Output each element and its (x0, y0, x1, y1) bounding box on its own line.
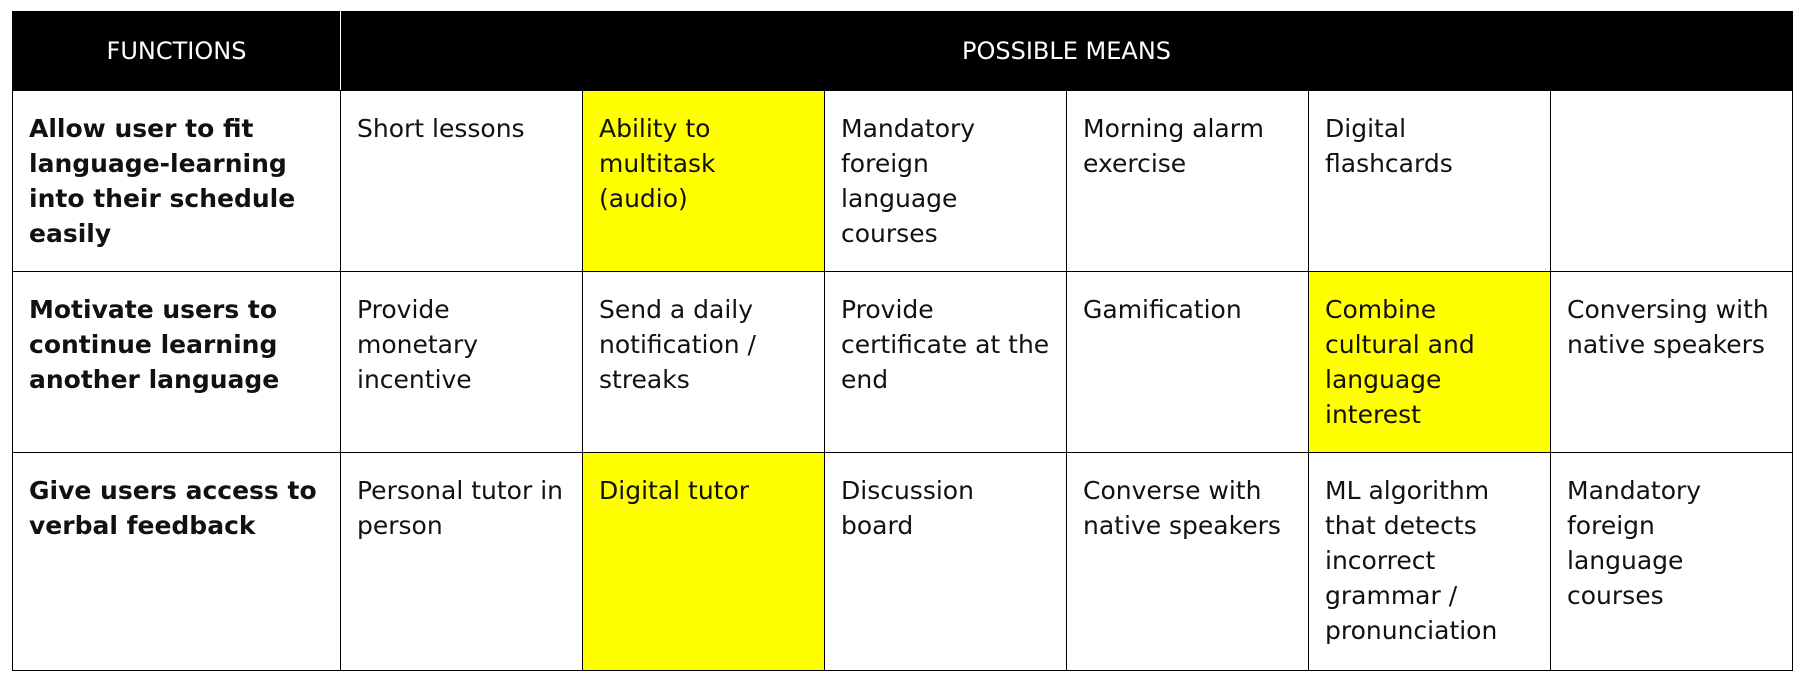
table-row: Give users access to verbal feedback Per… (12, 452, 1794, 671)
means-cell: Mandatory foreign language courses (1549, 452, 1794, 671)
functions-header: FUNCTIONS (12, 11, 341, 91)
means-cell: Combine cultural and language interest (1308, 271, 1551, 453)
means-cell: Provide monetary incentive (340, 271, 583, 453)
table-row: Allow user to fit language-learning into… (12, 90, 1794, 272)
means-cell: Digital flashcards (1308, 90, 1551, 272)
means-cell: Discussion board (824, 452, 1067, 671)
morphological-chart-table: FUNCTIONS POSSIBLE MEANS Allow user to f… (12, 11, 1794, 671)
means-cell: Personal tutor in person (340, 452, 583, 671)
means-cell: Morning alarm exercise (1066, 90, 1309, 272)
function-cell: Allow user to fit language-learning into… (12, 90, 341, 272)
header-row: FUNCTIONS POSSIBLE MEANS (12, 11, 1794, 91)
means-cell: Send a daily notification / streaks (582, 271, 825, 453)
means-cell: Ability to multitask (audio) (582, 90, 825, 272)
means-cell: ML algorithm that detects incorrect gram… (1308, 452, 1551, 671)
function-cell: Give users access to verbal feedback (12, 452, 341, 671)
possible-means-header: POSSIBLE MEANS (339, 11, 1794, 91)
means-cell: Conversing with native speakers (1549, 271, 1794, 453)
means-cell: Mandatory foreign language courses (824, 90, 1067, 272)
means-cell (1549, 90, 1794, 272)
means-cell: Provide certificate at the end (824, 271, 1067, 453)
means-cell: Digital tutor (582, 452, 825, 671)
means-cell: Gamification (1066, 271, 1309, 453)
means-cell: Short lessons (340, 90, 583, 272)
table-row: Motivate users to continue learning anot… (12, 271, 1794, 453)
means-cell: Converse with native speakers (1066, 452, 1309, 671)
function-cell: Motivate users to continue learning anot… (12, 271, 341, 453)
